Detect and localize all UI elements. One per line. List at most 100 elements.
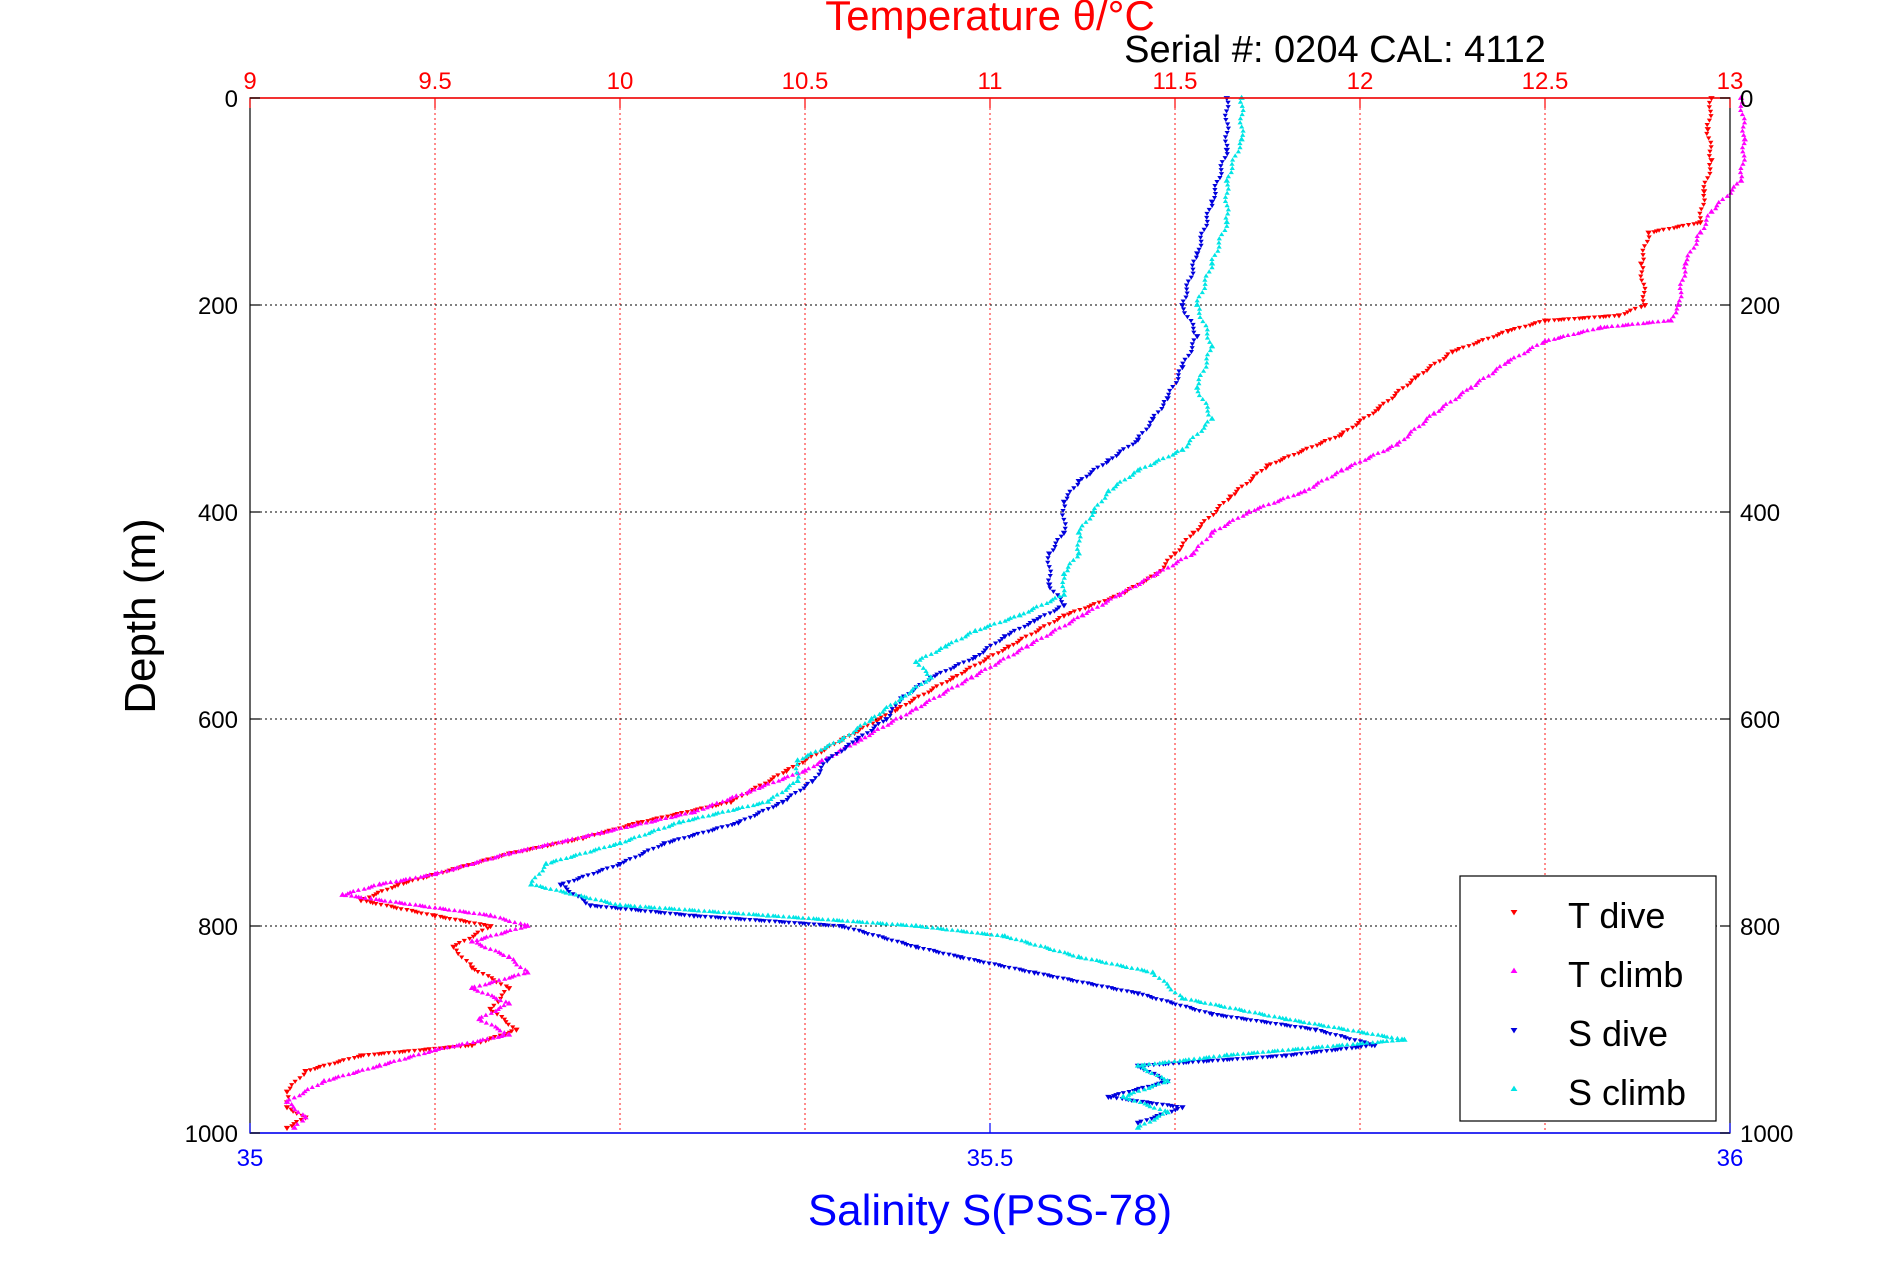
profile-marker	[1067, 561, 1073, 566]
profile-marker	[1187, 437, 1193, 443]
profile-marker	[672, 838, 678, 843]
profile-marker	[1010, 642, 1017, 648]
profile-marker	[540, 884, 546, 889]
profile-marker	[608, 828, 614, 833]
depth-tick-label-right: 400	[1740, 500, 1780, 527]
profile-marker	[1263, 466, 1269, 471]
depth-tick-label-left: 1000	[185, 1121, 238, 1148]
profile-marker	[1471, 342, 1477, 347]
profile-marker	[459, 955, 465, 960]
profile-marker	[1061, 575, 1067, 580]
profile-marker	[1178, 557, 1184, 562]
profile-marker	[1209, 265, 1215, 270]
profile-marker	[1377, 404, 1383, 409]
profile-marker	[700, 830, 706, 835]
profile-marker	[1139, 992, 1146, 997]
profile-marker	[1640, 299, 1646, 304]
profile-marker	[589, 832, 595, 837]
profile-marker	[1070, 978, 1076, 984]
profile-marker	[340, 1073, 346, 1078]
profile-marker	[479, 943, 485, 948]
profile-marker	[923, 653, 929, 658]
profile-marker	[577, 876, 583, 881]
profile-marker	[499, 993, 505, 998]
profile-marker	[1146, 1085, 1152, 1090]
profile-marker	[733, 806, 739, 811]
profile-marker	[987, 643, 994, 648]
profile-marker	[1052, 544, 1058, 550]
profile-marker	[587, 849, 594, 854]
profile-marker	[943, 669, 949, 674]
profile-marker	[755, 912, 762, 917]
profile-marker	[977, 661, 983, 666]
profile-marker	[1248, 1018, 1254, 1023]
profile-marker	[1694, 233, 1700, 238]
profile-marker	[915, 694, 922, 699]
profile-marker	[940, 951, 946, 956]
profile-marker	[350, 888, 356, 894]
profile-marker	[780, 771, 786, 776]
profile-marker	[479, 990, 486, 995]
profile-marker	[353, 1069, 359, 1074]
profile-marker	[1566, 317, 1572, 322]
profile-marker	[1332, 472, 1338, 477]
profile-marker	[1408, 381, 1414, 386]
profile-marker	[1180, 361, 1186, 366]
profile-marker	[1194, 431, 1201, 436]
data-point	[1075, 479, 1082, 485]
profile-marker	[1166, 1059, 1172, 1064]
profile-marker	[1001, 964, 1007, 970]
profile-marker	[1157, 1106, 1163, 1112]
profile-marker	[1639, 270, 1645, 275]
profile-marker	[1215, 248, 1221, 253]
profile-marker	[880, 709, 886, 714]
profile-marker	[1491, 335, 1497, 340]
profile-marker	[1597, 315, 1603, 320]
profile-marker	[884, 937, 890, 942]
data-point	[1016, 612, 1023, 618]
profile-marker	[706, 908, 713, 914]
profile-marker	[756, 785, 762, 791]
profile-marker	[1398, 1037, 1405, 1042]
profile-marker	[563, 890, 569, 895]
profile-marker	[766, 919, 772, 924]
profile-marker	[1466, 344, 1472, 349]
profile-marker	[818, 765, 824, 770]
profile-marker	[1349, 1046, 1355, 1051]
data-point	[857, 736, 864, 742]
profile-marker	[721, 909, 727, 915]
profile-marker	[1234, 1015, 1240, 1021]
profile-marker	[1151, 1117, 1157, 1122]
profile-marker	[615, 863, 621, 868]
profile-marker	[1298, 1051, 1304, 1057]
profile-marker	[1225, 182, 1231, 187]
profile-marker	[986, 961, 992, 966]
profile-marker	[1008, 935, 1014, 941]
profile-marker	[1352, 1038, 1358, 1043]
profile-marker	[1701, 185, 1707, 190]
profile-marker	[1155, 1081, 1161, 1086]
profile-marker	[453, 948, 460, 953]
profile-marker	[594, 831, 601, 836]
profile-marker	[1738, 103, 1744, 108]
profile-marker	[1067, 489, 1073, 494]
legend-marker	[1510, 909, 1518, 916]
profile-marker	[1057, 949, 1063, 954]
profile-marker	[498, 931, 504, 936]
profile-marker	[587, 896, 593, 901]
profile-marker	[1114, 962, 1120, 967]
profile-marker	[1190, 434, 1196, 440]
profile-marker	[894, 922, 901, 927]
profile-marker	[676, 906, 682, 912]
profile-marker	[984, 624, 990, 629]
profile-marker	[859, 733, 865, 738]
profile-marker	[292, 1079, 298, 1084]
temperature-tick-label: 9	[243, 68, 256, 95]
profile-marker	[1112, 594, 1119, 599]
profile-marker	[808, 750, 814, 756]
profile-marker	[503, 1020, 509, 1025]
profile-marker	[727, 916, 734, 921]
data-point	[1238, 136, 1245, 142]
profile-marker	[976, 670, 982, 676]
profile-marker	[945, 642, 952, 647]
